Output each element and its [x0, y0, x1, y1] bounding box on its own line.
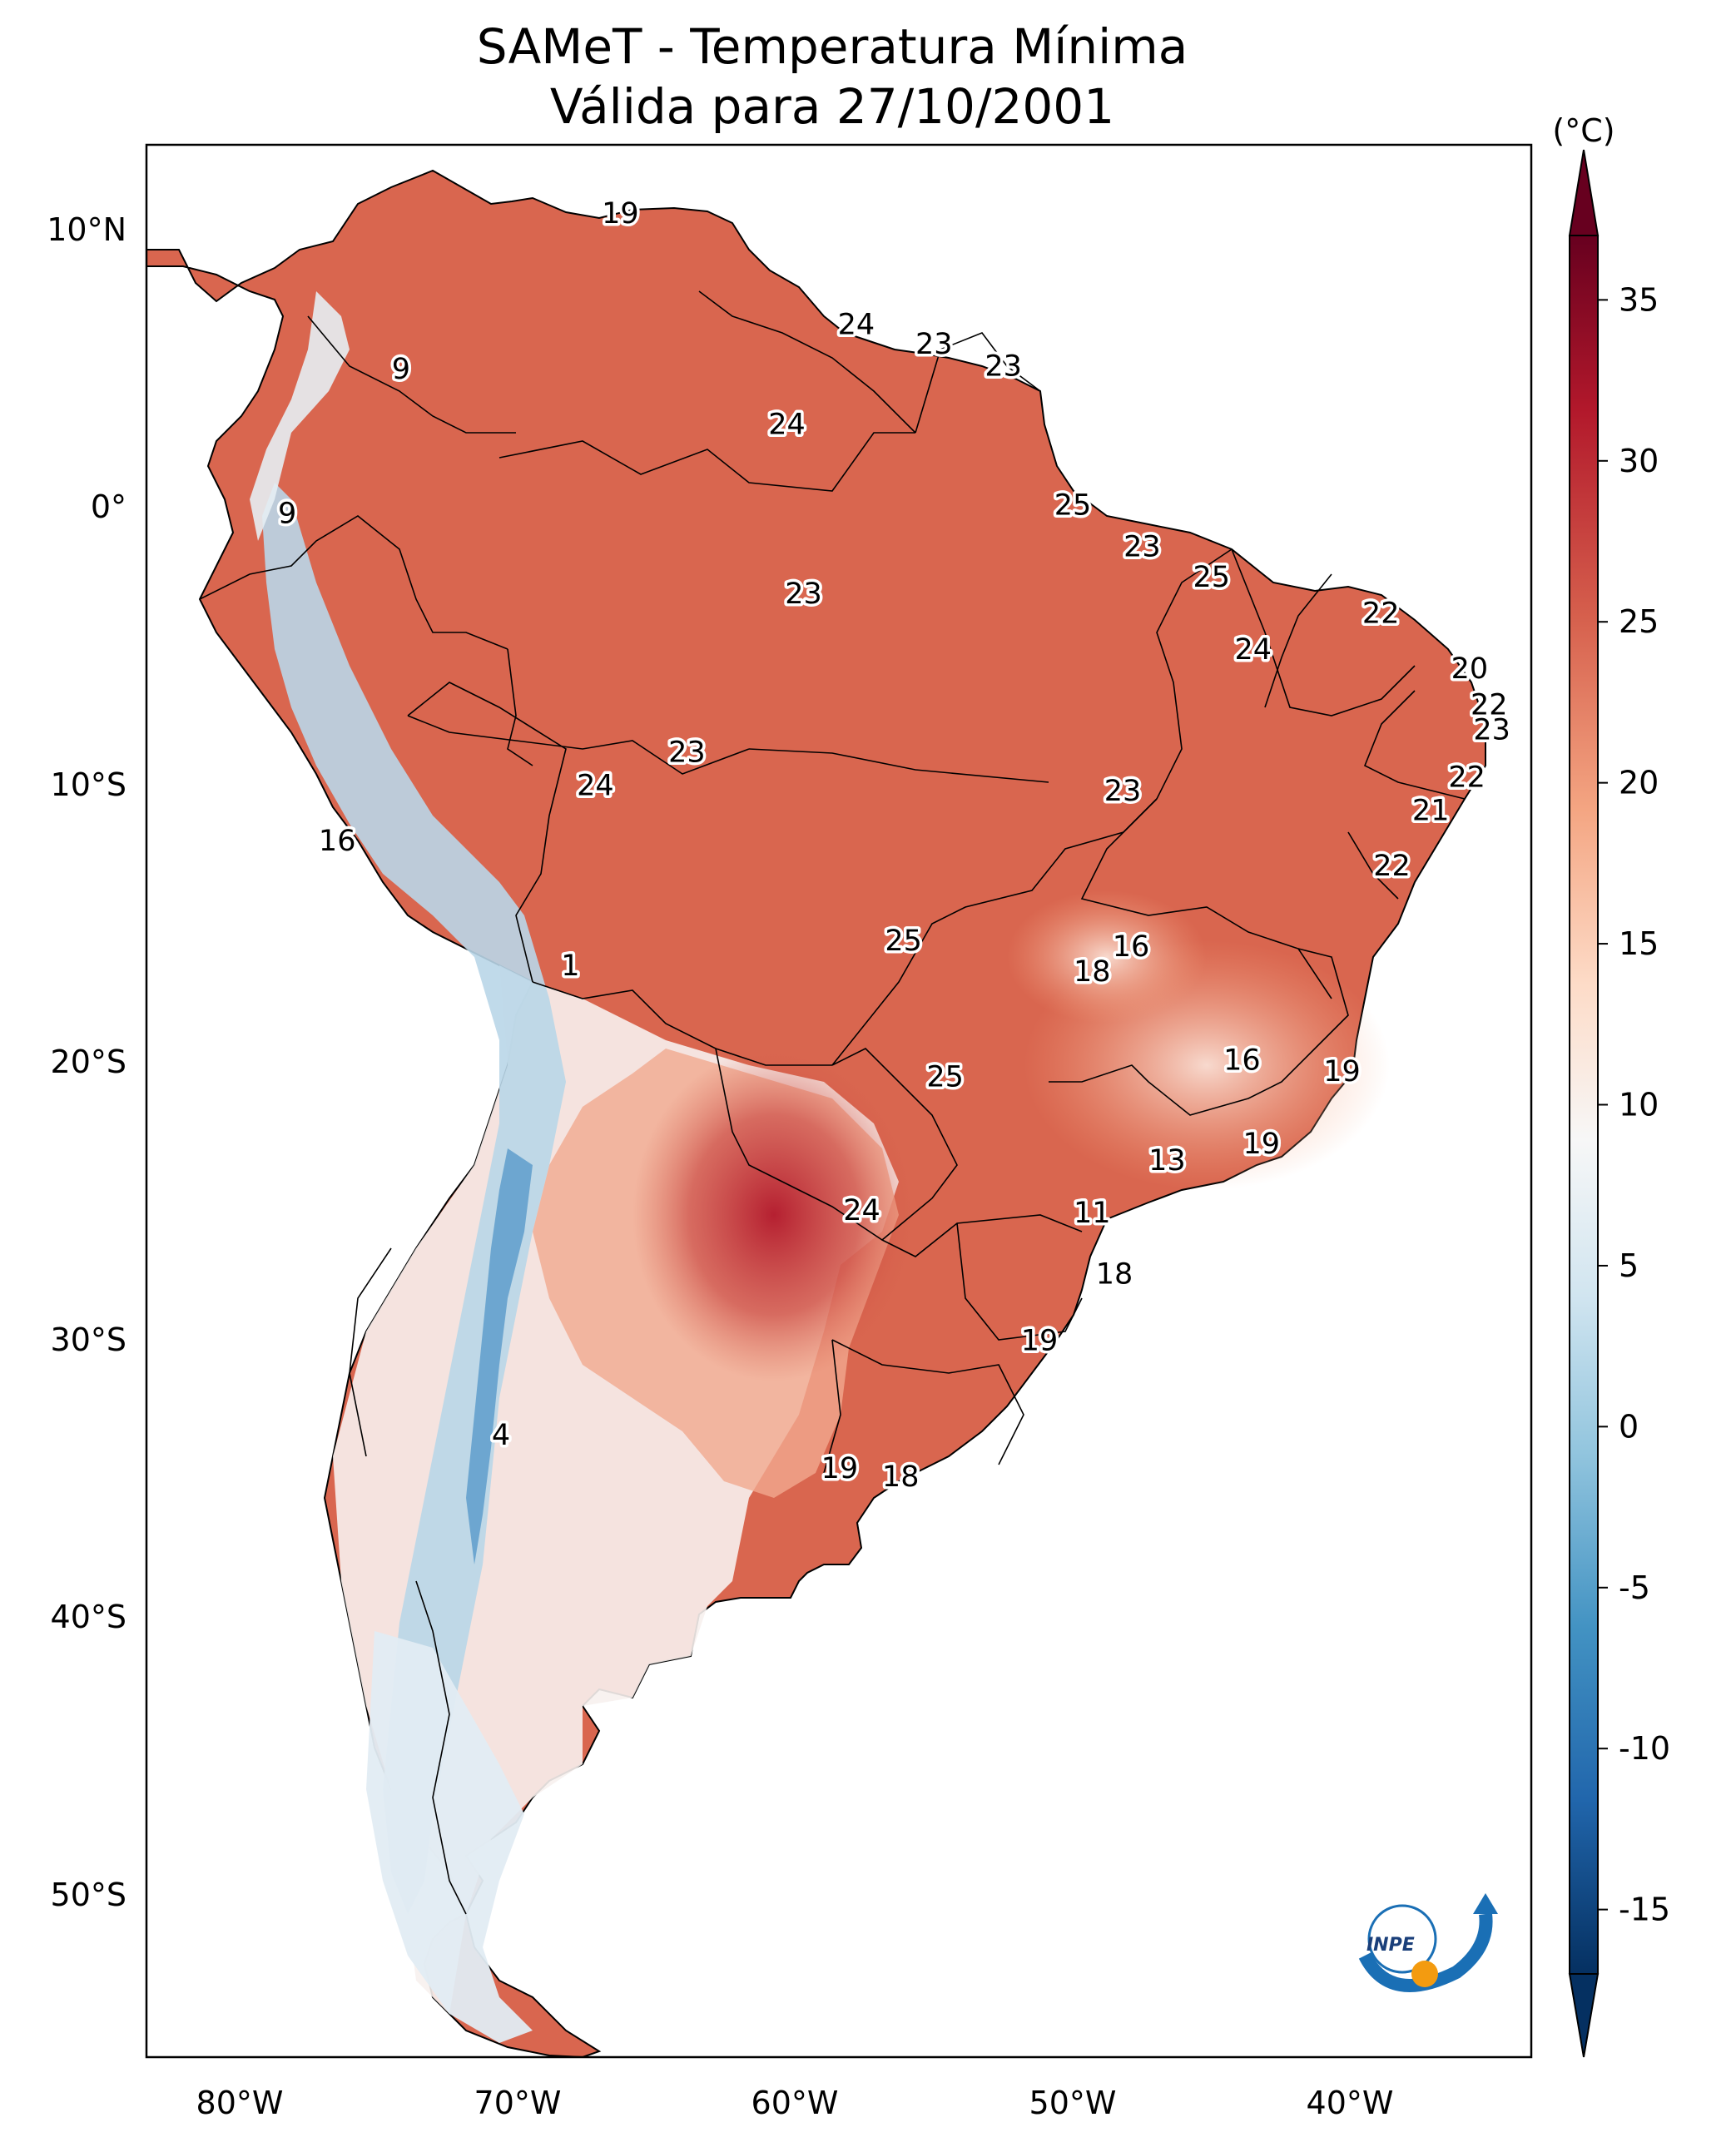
station-temperature-label: 24 — [768, 409, 806, 442]
lon-label: 70°W — [474, 2085, 562, 2121]
station-temperature-label: 24 — [1235, 633, 1272, 667]
station-temperature-label: 25 — [926, 1061, 964, 1094]
station-temperature-label: 20 — [1451, 652, 1489, 686]
inpe-logo-text: INPE — [1366, 1935, 1415, 1956]
station-temperature-label: 19 — [1323, 1055, 1361, 1088]
station-temperature-label: 25 — [1193, 561, 1231, 594]
station-temperature-label: 23 — [915, 328, 953, 361]
colorbar-tick-label: 35 — [1619, 281, 1659, 318]
station-temperature-label: 24 — [838, 308, 875, 341]
station-temperature-label: 25 — [885, 925, 922, 958]
plot-frame — [145, 143, 1533, 2059]
station-temperature-label: 16 — [319, 825, 356, 858]
colorbar-tick-label: -5 — [1619, 1569, 1650, 1606]
station-temperature-label: 23 — [1123, 530, 1161, 563]
station-temperature-label: 19 — [1021, 1325, 1059, 1358]
station-temperature-label: 24 — [843, 1194, 880, 1227]
lon-label: 60°W — [751, 2085, 839, 2121]
minas-gerais-cool — [1007, 890, 1207, 1024]
lon-label: 80°W — [196, 2085, 284, 2121]
station-temperature-label: 18 — [1096, 1258, 1133, 1292]
station-temperature-label: 25 — [1054, 488, 1092, 522]
station-temperature-label: 9 — [392, 353, 410, 386]
map-subtitle: Válida para 27/10/2001 — [550, 78, 1114, 135]
lat-label: 20°S — [51, 1044, 126, 1080]
northern-andes-cold — [250, 291, 350, 541]
station-temperature-label: 23 — [785, 578, 822, 611]
colorbar-tick-label: 25 — [1619, 603, 1659, 640]
colorbar-tick-label: 15 — [1619, 925, 1659, 962]
colorbar: (°C) 35 30 25 20 15 10 5 0 -5 -10 -15 — [1552, 112, 1670, 2058]
station-temperature-label: 22 — [1373, 850, 1411, 883]
station-temperature-label: 4 — [492, 1419, 510, 1452]
political-borders — [199, 290, 1466, 1915]
station-temperature-label: 19 — [602, 197, 639, 231]
station-temperature-label: 19 — [1243, 1128, 1281, 1161]
colorbar-bottom-arrow — [1568, 1973, 1600, 2058]
station-temperature-label: 23 — [985, 350, 1022, 384]
colorbar-tick-label: 5 — [1619, 1247, 1639, 1284]
lat-label: 30°S — [51, 1321, 126, 1358]
colorbar-top-arrow — [1568, 149, 1600, 236]
lat-label: 10°N — [47, 211, 126, 248]
lon-label: 40°W — [1307, 2085, 1394, 2121]
station-temperature-label: 22 — [1448, 761, 1486, 794]
longitude-axis: 80°W 70°W 60°W 50°W 40°W — [196, 2085, 1394, 2121]
patagonia-cool-zone — [366, 1631, 533, 2043]
station-temperature-label: 23 — [1473, 714, 1510, 747]
colorbar-tick-label: -10 — [1619, 1730, 1670, 1767]
station-temperature-label: 18 — [882, 1460, 920, 1494]
station-temperature-label: 23 — [668, 736, 706, 769]
station-temperature-label: 16 — [1113, 930, 1150, 964]
colorbar-tick-label: 20 — [1619, 765, 1659, 801]
station-temperature-label: 9 — [278, 497, 296, 530]
station-temperature-label: 18 — [1074, 955, 1111, 989]
inpe-logo-icon: INPE — [1358, 1893, 1498, 1992]
chaco-hotspot — [632, 1049, 915, 1381]
lat-label: 0° — [91, 488, 126, 525]
colorbar-bar — [1569, 235, 1599, 1975]
lat-label: 40°S — [51, 1599, 126, 1635]
lat-label: 10°S — [51, 766, 126, 803]
station-temperature-label: 24 — [577, 769, 614, 802]
station-temperature-label: 1 — [561, 950, 579, 983]
station-temperature-label: 21 — [1412, 794, 1450, 827]
station-temperature-label: 19 — [821, 1452, 859, 1485]
station-temperature-label: 23 — [1104, 775, 1142, 808]
map-title: SAMeT - Temperatura Mínima — [477, 18, 1188, 75]
station-temperature-label: 13 — [1148, 1144, 1186, 1178]
colorbar-tick-label: -15 — [1619, 1892, 1670, 1928]
lat-label: 50°S — [51, 1877, 126, 1913]
colorbar-unit: (°C) — [1552, 112, 1614, 149]
station-temperature-label: 22 — [1471, 689, 1508, 722]
station-temperature-label: 16 — [1223, 1044, 1261, 1078]
colorbar-tick-label: 0 — [1619, 1408, 1639, 1445]
colorbar-tick-label: 30 — [1619, 443, 1659, 479]
station-temperature-label: 22 — [1362, 598, 1400, 631]
latitude-axis: 10°N 0° 10°S 20°S 30°S 40°S 50°S — [47, 211, 126, 1913]
lon-label: 50°W — [1029, 2085, 1117, 2121]
station-temperature-label: 11 — [1074, 1197, 1111, 1230]
andes-coldest-core — [466, 1148, 533, 1564]
colorbar-tick-label: 10 — [1619, 1087, 1659, 1123]
